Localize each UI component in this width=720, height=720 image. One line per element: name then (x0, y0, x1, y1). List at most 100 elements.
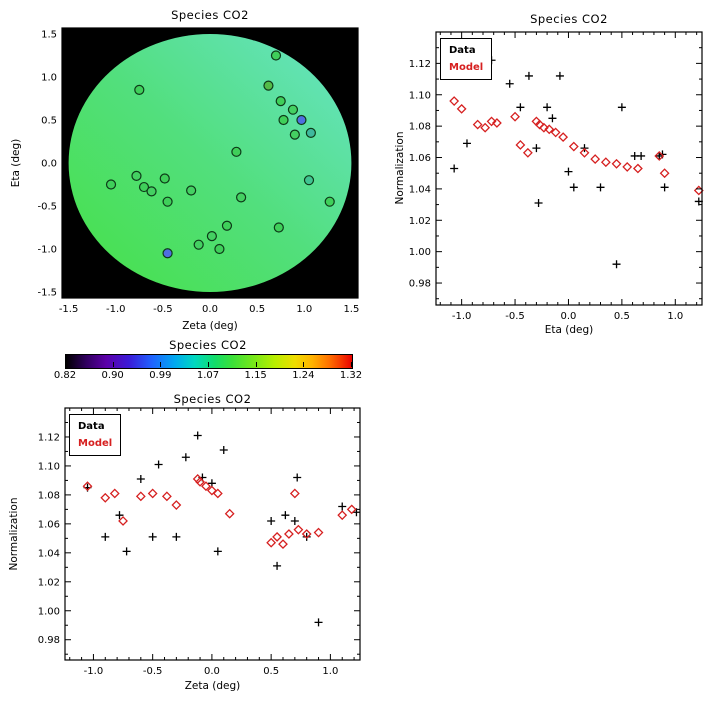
field-disk (68, 34, 352, 292)
map-point (275, 95, 286, 107)
model-diamond-marker (171, 500, 182, 510)
model-diamond-marker (272, 531, 282, 542)
model-diamond-marker (283, 529, 294, 539)
model-diamond-marker (82, 481, 93, 492)
axes-border (64, 407, 361, 661)
model-diamond-marker (206, 485, 217, 496)
colorbar-tick-label: 0.90 (101, 370, 124, 381)
map-point (131, 170, 142, 181)
data-plus-marker (213, 547, 222, 556)
model-diamond-marker (550, 127, 561, 138)
map-point (273, 222, 284, 233)
map-point (278, 114, 289, 126)
map-point (221, 220, 233, 231)
data-plus-marker (181, 453, 190, 462)
colorbar-tick-mark (255, 362, 257, 367)
y-tick-label: 0.98 (409, 279, 431, 290)
data-plus-marker (172, 532, 181, 541)
map-point (287, 104, 299, 115)
x-tick-label: 0.5 (614, 311, 630, 322)
map-point (324, 196, 335, 207)
x-tick-label: 1.5 (343, 304, 359, 315)
model-diamond-marker (224, 508, 235, 519)
data-plus-marker (122, 547, 131, 556)
zeta-scatter-panel: Species CO2 -1.0 -0.5 0.0 0.5 1.0 0.98 1.00 1.0… (0, 390, 390, 700)
data-plus-marker (219, 446, 228, 454)
data-plus-marker (462, 139, 471, 148)
model-diamond-marker (522, 147, 533, 158)
x-tick-label: -1.0 (106, 304, 126, 315)
y-tick-label: 1.06 (38, 519, 60, 530)
data-plus-marker (660, 183, 669, 192)
map-title: Species CO2 (171, 8, 249, 22)
data-plus-marker (352, 508, 361, 517)
model-diamond-marker (212, 488, 223, 499)
eta-scatter-title: Species CO2 (530, 12, 608, 26)
model-diamond-marker (135, 491, 146, 502)
model-diamond-marker (600, 157, 611, 168)
map-plot-svg: -1.5 -1.0 -0.5 0.0 0.5 1.0 1.5 -1.5 -1.0 -0.5 0.0 0… (37, 27, 359, 315)
x-tick-label: 1.0 (296, 304, 312, 315)
colorbar-tick-label: 1.07 (196, 370, 220, 381)
x-tick-label: 0.0 (561, 311, 577, 322)
model-diamond-marker (558, 132, 569, 143)
model-diamond-marker (622, 162, 633, 172)
map-point (186, 185, 197, 196)
data-plus-marker (193, 431, 202, 440)
model-diamond-marker (538, 122, 549, 133)
data-plus-marker (534, 199, 543, 208)
x-tick-label: -1.0 (84, 666, 104, 677)
model-diamond-marker (201, 481, 211, 492)
model-diamond-marker (337, 510, 348, 521)
data-plus-marker (543, 103, 552, 112)
model-diamond-marker (100, 492, 111, 503)
y-tick-label: 1.0 (41, 73, 57, 84)
model-diamond-marker (590, 154, 601, 165)
data-plus-marker (612, 260, 621, 269)
data-plus-marker (338, 502, 347, 511)
y-tick-label: 1.10 (38, 461, 60, 472)
model-diamond-marker (118, 516, 128, 526)
y-tick-label: 1.04 (409, 184, 431, 195)
data-plus-marker (505, 79, 514, 88)
colorbar-gradient (65, 354, 353, 369)
y-tick-label: -1.5 (37, 287, 57, 298)
model-diamond-marker (195, 476, 205, 487)
model-diamond-marker (147, 488, 158, 499)
eta-scatter-svg: -1.0 -0.5 0.0 0.5 1.0 0.98 1.00 1.02 1.04 1.06 1.0… (409, 31, 704, 322)
map-point (231, 146, 242, 157)
data-plus-marker (516, 103, 525, 112)
model-diamond-marker (266, 537, 277, 548)
colorbar-tick-mark (351, 362, 352, 367)
data-plus-marker (293, 473, 302, 482)
map-point (134, 84, 145, 96)
y-tick-label: 1.00 (409, 247, 431, 258)
y-tick-label: 1.04 (38, 548, 60, 559)
x-tick-label: 1.0 (667, 311, 683, 322)
model-diamond-marker (480, 122, 491, 133)
x-tick-label: -0.5 (153, 304, 173, 315)
model-diamond-marker (632, 163, 643, 174)
colorbar-tick-label: 0.82 (53, 370, 77, 381)
x-tick-label: 0.5 (263, 666, 279, 677)
model-diamond-marker (515, 140, 526, 150)
model-diamond-marker (568, 141, 579, 152)
map-point (162, 248, 173, 259)
map-point (296, 114, 307, 126)
eta-scatter-ylabel: Normalization (394, 131, 406, 205)
map-point (138, 181, 150, 193)
data-plus-marker (548, 114, 557, 123)
map-point (146, 186, 157, 197)
y-tick-label: 0.0 (41, 159, 57, 170)
colorbar-tick-mark (160, 362, 162, 367)
zeta-scatter-xlabel: Zeta (deg) (184, 680, 241, 692)
model-diamond-marker (472, 119, 483, 130)
x-tick-label: -0.5 (505, 311, 525, 322)
legend-model-label: Model (449, 62, 484, 73)
model-diamond-marker (486, 116, 497, 127)
model-diamond-marker (293, 524, 304, 535)
data-plus-marker (101, 532, 110, 541)
zeta-scatter-title: Species CO2 (173, 392, 252, 406)
eta-scatter-panel: Species CO2 -1.0 -0.5 0.0 0.5 1.0 0.98 1.00 1.0… (390, 0, 720, 345)
